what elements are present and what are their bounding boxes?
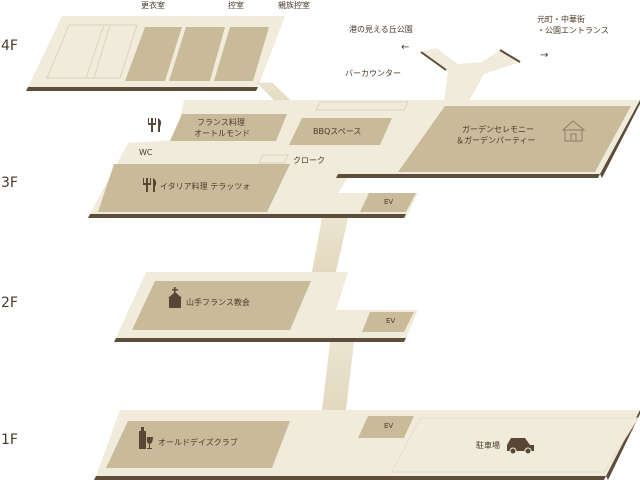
french-restaurant-room bbox=[170, 114, 287, 141]
family-waiting-room-label: 親族控室 bbox=[278, 1, 310, 10]
parking-label: 駐車場 bbox=[476, 441, 500, 450]
dressing-room-label: 更衣室 bbox=[141, 1, 165, 10]
ev-3f bbox=[360, 193, 416, 212]
old-days-club-room bbox=[106, 421, 290, 468]
bar-counter-label: バーカウンター bbox=[345, 69, 401, 78]
arrow-right-icon: → bbox=[540, 50, 549, 61]
dressing-room bbox=[125, 27, 182, 81]
wine-icon bbox=[139, 427, 153, 449]
car-icon bbox=[507, 438, 534, 455]
floor-2 bbox=[114, 272, 418, 342]
french-restaurant-label-1: フランス料理 bbox=[197, 118, 245, 127]
italian-restaurant-room bbox=[98, 164, 290, 212]
arrow-left-icon: ← bbox=[401, 42, 410, 53]
church-room bbox=[132, 281, 311, 330]
chapel-icon bbox=[168, 287, 182, 308]
exit-label-1: 元町・中華街 bbox=[537, 15, 585, 24]
ev-2f bbox=[362, 312, 414, 332]
bbq-space bbox=[289, 118, 392, 145]
exit-label-2: ・公園エントランス bbox=[537, 26, 609, 35]
restaurant-icon bbox=[148, 118, 162, 132]
bbq-space-label: BBQスペース bbox=[313, 127, 362, 136]
floor-label-3f: 3F bbox=[1, 175, 18, 191]
floor-4 bbox=[26, 16, 521, 109]
italian-restaurant-label: イタリア料理 テラッツォ bbox=[160, 182, 251, 191]
cloak-label: クローク bbox=[293, 156, 325, 165]
ev-3f-label: EV bbox=[384, 198, 394, 206]
french-restaurant-label-2: オートルモンド bbox=[194, 129, 250, 138]
wc-label: WC bbox=[139, 148, 153, 157]
garden-label-1: ガーデンセレモニー bbox=[462, 125, 534, 134]
waiting-room-label: 控室 bbox=[228, 1, 244, 10]
family-waiting-room bbox=[214, 27, 269, 81]
building-icon bbox=[561, 120, 586, 142]
stairs-2f-1f bbox=[322, 342, 354, 410]
ev-1f-label: EV bbox=[384, 422, 394, 430]
old-days-club-label: オールドデイズクラブ bbox=[158, 438, 238, 447]
garden-area bbox=[398, 106, 631, 172]
floor-label-1f: 1F bbox=[1, 432, 18, 448]
bar-counter bbox=[315, 101, 409, 111]
floor-3 bbox=[88, 100, 640, 218]
harbor-view-park-label: 港の見える丘公園 bbox=[349, 25, 413, 34]
church-label: 山手フランス教会 bbox=[186, 298, 250, 307]
restaurant-icon bbox=[143, 178, 157, 192]
ev-2f-label: EV bbox=[386, 317, 396, 325]
waiting-room bbox=[169, 27, 225, 81]
cloak-counter bbox=[258, 154, 289, 164]
walkway-park bbox=[421, 48, 520, 101]
ev-1f bbox=[358, 416, 414, 438]
floor-label-2f: 2F bbox=[1, 295, 18, 311]
stairs-3f-2f bbox=[312, 218, 348, 272]
floor-label-4f: 4F bbox=[1, 38, 18, 54]
garden-label-2: ＆ガーデンパーティー bbox=[456, 136, 536, 145]
